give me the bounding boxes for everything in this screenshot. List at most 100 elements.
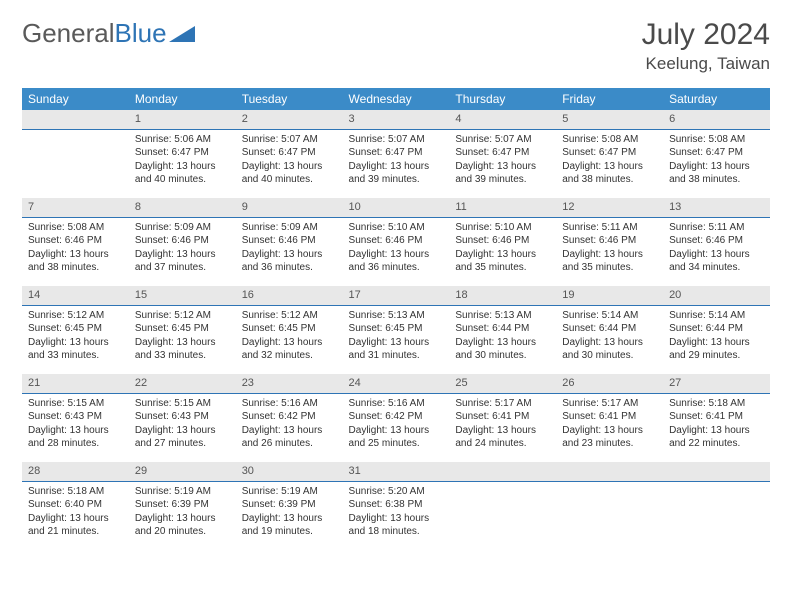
sunset-text: Sunset: 6:47 PM bbox=[349, 146, 444, 160]
day-content: Sunrise: 5:13 AMSunset: 6:44 PMDaylight:… bbox=[449, 306, 556, 367]
day-cell: 15Sunrise: 5:12 AMSunset: 6:45 PMDayligh… bbox=[129, 286, 236, 374]
sunrise-text: Sunrise: 5:10 AM bbox=[455, 221, 550, 235]
daylight-text: Daylight: 13 hours and 39 minutes. bbox=[455, 160, 550, 187]
day-cell: 14Sunrise: 5:12 AMSunset: 6:45 PMDayligh… bbox=[22, 286, 129, 374]
weekday-header: Monday bbox=[129, 88, 236, 110]
week-row: 1Sunrise: 5:06 AMSunset: 6:47 PMDaylight… bbox=[22, 110, 770, 198]
weekday-header: Sunday bbox=[22, 88, 129, 110]
day-cell: 20Sunrise: 5:14 AMSunset: 6:44 PMDayligh… bbox=[663, 286, 770, 374]
day-content: Sunrise: 5:12 AMSunset: 6:45 PMDaylight:… bbox=[129, 306, 236, 367]
logo-triangle-icon bbox=[169, 18, 195, 49]
day-cell: 25Sunrise: 5:17 AMSunset: 6:41 PMDayligh… bbox=[449, 374, 556, 462]
day-number: 1 bbox=[129, 110, 236, 130]
calendar-body: 1Sunrise: 5:06 AMSunset: 6:47 PMDaylight… bbox=[22, 110, 770, 550]
sunset-text: Sunset: 6:47 PM bbox=[562, 146, 657, 160]
daylight-text: Daylight: 13 hours and 18 minutes. bbox=[349, 512, 444, 539]
sunrise-text: Sunrise: 5:12 AM bbox=[242, 309, 337, 323]
day-cell: 28Sunrise: 5:18 AMSunset: 6:40 PMDayligh… bbox=[22, 462, 129, 550]
daylight-text: Daylight: 13 hours and 40 minutes. bbox=[242, 160, 337, 187]
sunrise-text: Sunrise: 5:19 AM bbox=[242, 485, 337, 499]
sunrise-text: Sunrise: 5:18 AM bbox=[28, 485, 123, 499]
day-cell: 9Sunrise: 5:09 AMSunset: 6:46 PMDaylight… bbox=[236, 198, 343, 286]
sunrise-text: Sunrise: 5:08 AM bbox=[28, 221, 123, 235]
sunrise-text: Sunrise: 5:17 AM bbox=[562, 397, 657, 411]
sunset-text: Sunset: 6:39 PM bbox=[242, 498, 337, 512]
day-cell: 17Sunrise: 5:13 AMSunset: 6:45 PMDayligh… bbox=[343, 286, 450, 374]
logo-text-blue: Blue bbox=[115, 18, 167, 49]
sunrise-text: Sunrise: 5:12 AM bbox=[135, 309, 230, 323]
day-content: Sunrise: 5:20 AMSunset: 6:38 PMDaylight:… bbox=[343, 482, 450, 543]
day-number: 8 bbox=[129, 198, 236, 218]
day-number: 3 bbox=[343, 110, 450, 130]
day-content: Sunrise: 5:07 AMSunset: 6:47 PMDaylight:… bbox=[449, 130, 556, 191]
day-content: Sunrise: 5:12 AMSunset: 6:45 PMDaylight:… bbox=[236, 306, 343, 367]
day-cell: 5Sunrise: 5:08 AMSunset: 6:47 PMDaylight… bbox=[556, 110, 663, 198]
day-content: Sunrise: 5:08 AMSunset: 6:47 PMDaylight:… bbox=[663, 130, 770, 191]
day-cell: 11Sunrise: 5:10 AMSunset: 6:46 PMDayligh… bbox=[449, 198, 556, 286]
day-cell: 4Sunrise: 5:07 AMSunset: 6:47 PMDaylight… bbox=[449, 110, 556, 198]
location: Keelung, Taiwan bbox=[642, 54, 770, 74]
day-cell: 10Sunrise: 5:10 AMSunset: 6:46 PMDayligh… bbox=[343, 198, 450, 286]
day-cell: 6Sunrise: 5:08 AMSunset: 6:47 PMDaylight… bbox=[663, 110, 770, 198]
day-cell: 21Sunrise: 5:15 AMSunset: 6:43 PMDayligh… bbox=[22, 374, 129, 462]
day-content: Sunrise: 5:16 AMSunset: 6:42 PMDaylight:… bbox=[236, 394, 343, 455]
daylight-text: Daylight: 13 hours and 29 minutes. bbox=[669, 336, 764, 363]
sunset-text: Sunset: 6:47 PM bbox=[669, 146, 764, 160]
daylight-text: Daylight: 13 hours and 23 minutes. bbox=[562, 424, 657, 451]
sunset-text: Sunset: 6:47 PM bbox=[455, 146, 550, 160]
sunrise-text: Sunrise: 5:20 AM bbox=[349, 485, 444, 499]
day-cell: 7Sunrise: 5:08 AMSunset: 6:46 PMDaylight… bbox=[22, 198, 129, 286]
daylight-text: Daylight: 13 hours and 38 minutes. bbox=[562, 160, 657, 187]
day-cell bbox=[556, 462, 663, 550]
daylight-text: Daylight: 13 hours and 25 minutes. bbox=[349, 424, 444, 451]
week-row: 7Sunrise: 5:08 AMSunset: 6:46 PMDaylight… bbox=[22, 198, 770, 286]
sunset-text: Sunset: 6:46 PM bbox=[669, 234, 764, 248]
day-number: 13 bbox=[663, 198, 770, 218]
day-number bbox=[663, 462, 770, 482]
day-number: 29 bbox=[129, 462, 236, 482]
weekday-header: Tuesday bbox=[236, 88, 343, 110]
day-cell bbox=[22, 110, 129, 198]
day-number: 31 bbox=[343, 462, 450, 482]
day-number: 12 bbox=[556, 198, 663, 218]
daylight-text: Daylight: 13 hours and 35 minutes. bbox=[562, 248, 657, 275]
weekday-header: Thursday bbox=[449, 88, 556, 110]
day-cell: 8Sunrise: 5:09 AMSunset: 6:46 PMDaylight… bbox=[129, 198, 236, 286]
day-cell: 22Sunrise: 5:15 AMSunset: 6:43 PMDayligh… bbox=[129, 374, 236, 462]
calendar-table: Sunday Monday Tuesday Wednesday Thursday… bbox=[22, 88, 770, 550]
sunrise-text: Sunrise: 5:16 AM bbox=[242, 397, 337, 411]
sunrise-text: Sunrise: 5:07 AM bbox=[455, 133, 550, 147]
day-number bbox=[22, 110, 129, 130]
month-title: July 2024 bbox=[642, 18, 770, 52]
day-number: 9 bbox=[236, 198, 343, 218]
day-number: 21 bbox=[22, 374, 129, 394]
day-content: Sunrise: 5:12 AMSunset: 6:45 PMDaylight:… bbox=[22, 306, 129, 367]
day-cell bbox=[663, 462, 770, 550]
sunset-text: Sunset: 6:43 PM bbox=[135, 410, 230, 424]
sunrise-text: Sunrise: 5:08 AM bbox=[562, 133, 657, 147]
sunset-text: Sunset: 6:47 PM bbox=[242, 146, 337, 160]
day-number: 10 bbox=[343, 198, 450, 218]
sunrise-text: Sunrise: 5:17 AM bbox=[455, 397, 550, 411]
sunrise-text: Sunrise: 5:10 AM bbox=[349, 221, 444, 235]
day-content bbox=[449, 482, 556, 489]
daylight-text: Daylight: 13 hours and 36 minutes. bbox=[349, 248, 444, 275]
daylight-text: Daylight: 13 hours and 28 minutes. bbox=[28, 424, 123, 451]
weekday-header-row: Sunday Monday Tuesday Wednesday Thursday… bbox=[22, 88, 770, 110]
weekday-header: Friday bbox=[556, 88, 663, 110]
day-content: Sunrise: 5:17 AMSunset: 6:41 PMDaylight:… bbox=[556, 394, 663, 455]
sunrise-text: Sunrise: 5:11 AM bbox=[669, 221, 764, 235]
sunrise-text: Sunrise: 5:09 AM bbox=[135, 221, 230, 235]
sunset-text: Sunset: 6:39 PM bbox=[135, 498, 230, 512]
day-number: 28 bbox=[22, 462, 129, 482]
day-number: 27 bbox=[663, 374, 770, 394]
day-cell: 3Sunrise: 5:07 AMSunset: 6:47 PMDaylight… bbox=[343, 110, 450, 198]
day-cell: 27Sunrise: 5:18 AMSunset: 6:41 PMDayligh… bbox=[663, 374, 770, 462]
day-content: Sunrise: 5:16 AMSunset: 6:42 PMDaylight:… bbox=[343, 394, 450, 455]
sunrise-text: Sunrise: 5:13 AM bbox=[455, 309, 550, 323]
day-content: Sunrise: 5:17 AMSunset: 6:41 PMDaylight:… bbox=[449, 394, 556, 455]
sunrise-text: Sunrise: 5:09 AM bbox=[242, 221, 337, 235]
day-number: 11 bbox=[449, 198, 556, 218]
day-number: 25 bbox=[449, 374, 556, 394]
day-cell: 1Sunrise: 5:06 AMSunset: 6:47 PMDaylight… bbox=[129, 110, 236, 198]
